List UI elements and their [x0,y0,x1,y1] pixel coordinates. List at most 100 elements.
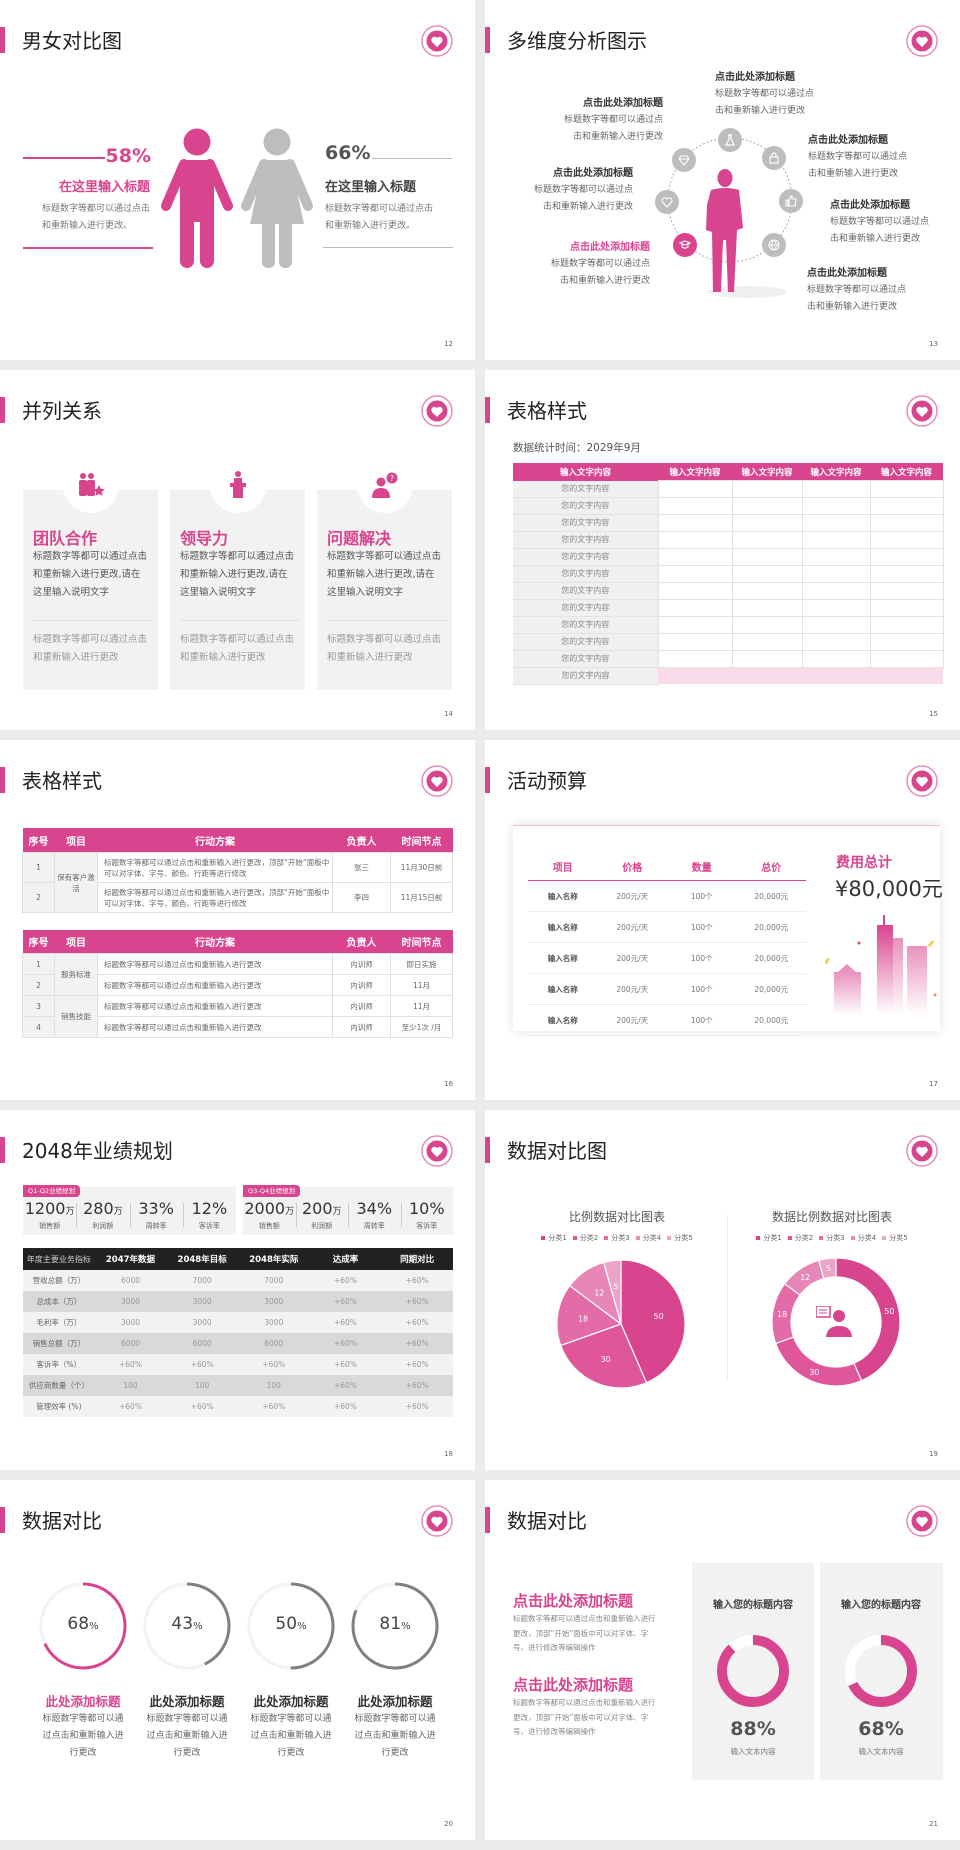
table-cell[interactable]: 100个 [667,973,737,1005]
item-name[interactable]: 输入名称 [528,942,598,974]
table-cell[interactable] [657,513,733,532]
table-cell[interactable] [869,547,944,566]
deadline[interactable]: 11月 [390,995,453,1017]
table-cell[interactable] [657,564,733,583]
table-cell[interactable] [731,581,803,600]
table-cell[interactable]: 100个 [667,942,737,974]
table-cell[interactable] [731,615,803,634]
block-title[interactable]: 点击此处添加标题 [807,268,887,279]
table-cell[interactable] [731,547,803,566]
table-cell[interactable] [801,649,871,668]
table-cell[interactable] [801,513,871,532]
table-cell[interactable]: 200元/天 [597,880,667,912]
action-plan[interactable]: 标题数字等都可以通过点击和重新输入进行更改，顶部“开始”面板中可以对字体、字号、… [97,882,333,913]
table-cell[interactable]: 200元/天 [597,942,667,974]
table-cell[interactable] [801,496,871,515]
item-name[interactable]: 输入名称 [528,880,598,912]
table-cell[interactable]: 200元/天 [597,1004,667,1036]
table-cell: +60% [94,1396,167,1417]
table-cell[interactable] [869,615,944,634]
table-cell[interactable] [869,496,944,515]
table-cell[interactable] [869,632,944,651]
table-cell[interactable] [657,530,733,549]
table-cell[interactable] [869,513,944,532]
owner[interactable]: 内训师 [332,995,391,1017]
table-cell[interactable] [657,581,733,600]
table-cell[interactable] [801,598,871,617]
table-cell[interactable] [657,649,733,668]
block-title[interactable]: 点击此处添加标题 [570,242,650,253]
owner[interactable]: 内训师 [332,974,391,996]
deadline[interactable]: 11月 [390,974,453,996]
block-title[interactable]: 点击此处添加标题 [513,1676,634,1694]
owner[interactable]: 内训师 [332,953,391,975]
table-cell[interactable] [801,547,871,566]
table-cell[interactable] [801,632,871,651]
table-cell[interactable] [731,598,803,617]
table-row: 输入名称 200元/天 100个 20,000元 [528,1004,806,1036]
page-number: 13 [929,340,938,348]
table-cell[interactable]: 20,000元 [736,880,806,912]
block-title[interactable]: 点击此处添加标题 [553,168,633,179]
item-name[interactable]: 输入名称 [528,1004,598,1036]
table-row: 您的文字内容 [513,547,944,566]
row-label: 您的文字内容 [513,514,658,532]
table-cell[interactable] [731,564,803,583]
table-cell[interactable] [657,632,733,651]
table-cell[interactable] [657,598,733,617]
table-cell[interactable] [869,564,944,583]
block-title[interactable]: 点击此处添加标题 [513,1592,634,1610]
table-cell[interactable]: 100个 [667,1004,737,1036]
action-plan[interactable]: 标题数字等都可以通过点击和重新输入进行更改 [97,995,333,1017]
table-cell[interactable]: 20,000元 [736,1004,806,1036]
table-cell[interactable]: 200元/天 [597,911,667,943]
owner[interactable]: 张三 [332,852,391,883]
table-cell[interactable] [801,615,871,634]
action-plan[interactable]: 标题数字等都可以通过点击和重新输入进行更改 [97,1016,333,1038]
action-plan[interactable]: 标题数字等都可以通过点击和重新输入进行更改，顶部“开始”面板中可以对字体、字号、… [97,852,333,883]
block-title[interactable]: 点击此处添加标题 [583,98,663,109]
block-desc: 标题数字等都可以通过点 [808,152,908,162]
table-cell[interactable] [731,480,803,498]
table-cell[interactable]: 20,000元 [736,911,806,943]
table-cell[interactable] [869,649,944,668]
deadline[interactable]: 至少1次 /月 [390,1016,453,1038]
table-cell[interactable] [657,480,733,498]
table-cell[interactable]: 100个 [667,880,737,912]
table-cell[interactable]: 20,000元 [736,942,806,974]
action-plan[interactable]: 标题数字等都可以通过点击和重新输入进行更改 [97,974,333,996]
table-cell[interactable] [869,530,944,549]
table-cell[interactable] [731,496,803,515]
table-cell[interactable] [801,530,871,549]
table-cell[interactable] [731,649,803,668]
table-cell[interactable] [657,615,733,634]
table-cell[interactable] [801,564,871,583]
card-label: 输入文本内容 [858,1747,904,1756]
table-cell[interactable] [801,581,871,600]
table-cell[interactable] [869,581,944,600]
table-cell[interactable] [731,513,803,532]
table-cell[interactable] [801,480,871,498]
deadline[interactable]: 11月15日前 [390,882,453,913]
table-cell[interactable]: 20,000元 [736,973,806,1005]
table-cell[interactable] [869,480,944,498]
table-cell[interactable] [657,547,733,566]
block-title[interactable]: 点击此处添加标题 [830,200,910,211]
table-cell[interactable] [869,598,944,617]
deadline[interactable]: 11月30日前 [390,852,453,883]
table-cell[interactable] [731,632,803,651]
table-cell[interactable] [658,667,943,684]
owner[interactable]: 李四 [332,882,391,913]
item-name[interactable]: 输入名称 [528,973,598,1005]
deadline[interactable]: 即日实施 [390,953,453,975]
table-cell[interactable]: 200元/天 [597,973,667,1005]
table-cell[interactable] [731,530,803,549]
owner[interactable]: 内训师 [332,1016,391,1038]
table-cell[interactable]: 100个 [667,911,737,943]
item-name[interactable]: 输入名称 [528,911,598,943]
action-plan[interactable]: 标题数字等都可以通过点击和重新输入进行更改 [97,953,333,975]
legend-item: 分类5 [667,1233,693,1243]
block-title[interactable]: 点击此处添加标题 [808,135,888,146]
table-cell[interactable] [657,496,733,515]
block-title[interactable]: 点击此处添加标题 [715,72,795,83]
